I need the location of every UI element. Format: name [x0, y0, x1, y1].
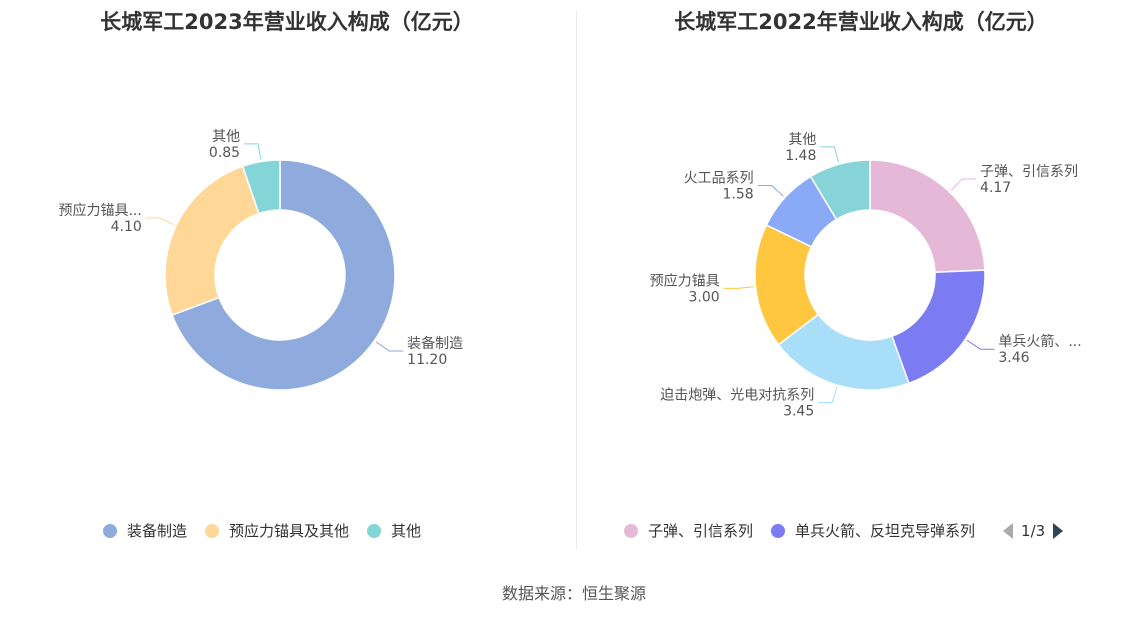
leader-line-1-4 — [757, 184, 784, 197]
slice-label-1-1: 单兵火箭、... — [998, 333, 1081, 350]
legend-label: 其他 — [391, 522, 422, 540]
chart-title-2022: 长城军工2022年营业收入构成（亿元） — [674, 10, 1048, 34]
legend-2023: 装备制造 预应力锚具及其他 其他 — [103, 520, 439, 541]
slice-value-1-3: 3.00 — [689, 289, 720, 305]
slice-value-0-2: 0.85 — [209, 145, 240, 161]
data-source: 数据来源：恒生聚源 — [501, 584, 646, 603]
legend-item-0-2[interactable]: 其他 — [367, 520, 421, 541]
slice-value-0-0: 11.20 — [407, 352, 447, 368]
pager-text: 1/3 — [1021, 521, 1046, 540]
leader-line-1-2 — [818, 387, 838, 404]
legend-dot-icon — [205, 523, 220, 538]
slice-0-1[interactable] — [164, 165, 260, 316]
legend-pager: 1/3 — [1001, 521, 1065, 541]
leader-line-1-3 — [723, 286, 754, 289]
legend-2022: 子弹、引信系列 单兵火箭、反坦克导弹系列 1/3 — [624, 520, 1065, 541]
leader-line-1-0 — [950, 178, 977, 191]
legend-item-1-0[interactable]: 子弹、引信系列 — [624, 520, 753, 541]
next-page-icon[interactable] — [1051, 521, 1065, 541]
slice-value-1-5: 1.48 — [785, 148, 816, 164]
legend-dot-icon — [624, 523, 638, 538]
legend-dot-icon — [103, 523, 117, 538]
chart-title-2023: 长城军工2023年营业收入构成（亿元） — [100, 10, 474, 34]
panel-divider — [576, 10, 577, 550]
slice-value-1-2: 3.45 — [783, 404, 814, 420]
slice-label-1-3: 预应力锚具 — [650, 272, 720, 289]
slice-0-2[interactable] — [241, 159, 281, 215]
legend-label: 单兵火箭、反坦克导弹系列 — [795, 522, 976, 540]
chart-panel-2023: 长城军工2023年营业收入构成（亿元） 装备制造 11.20 预应力锚具... 4.1… — [0, 0, 574, 560]
slice-0-0[interactable] — [171, 159, 396, 391]
leader-line-1-5 — [820, 146, 840, 163]
legend-dot-icon — [367, 523, 382, 538]
slice-1-0[interactable] — [869, 159, 986, 274]
slice-label-1-4: 火工品系列 — [684, 170, 754, 186]
chart-panel-2022: 长城军工2022年营业收入构成（亿元） 子弹、引信系列 4.17 单兵火箭、... 3… — [574, 0, 1148, 560]
slice-label-0-1: 预应力锚具... — [58, 202, 141, 219]
leader-line-0-0 — [375, 341, 404, 352]
slice-value-1-4: 1.58 — [722, 186, 753, 202]
slice-label-1-0: 子弹、引信系列 — [980, 164, 1078, 180]
legend-dot-icon — [771, 523, 786, 538]
legend-label: 装备制造 — [127, 522, 188, 540]
slice-value-1-0: 4.17 — [980, 180, 1011, 196]
legend-item-0-0[interactable]: 装备制造 — [103, 520, 187, 541]
slice-label-1-2: 迫击炮弹、光电对抗系列 — [660, 388, 814, 404]
slice-value-1-1: 3.46 — [998, 350, 1029, 366]
slice-label-0-0: 装备制造 — [407, 335, 463, 352]
slice-label-0-2: 其他 — [212, 129, 240, 145]
leader-line-0-2 — [244, 143, 262, 160]
legend-label: 预应力锚具及其他 — [229, 522, 350, 540]
slice-value-0-1: 4.10 — [111, 219, 142, 235]
slice-1-1[interactable] — [890, 269, 986, 385]
slice-label-1-5: 其他 — [788, 132, 816, 148]
leader-line-0-1 — [145, 217, 175, 226]
legend-item-1-1[interactable]: 单兵火箭、反坦克导弹系列 — [771, 520, 975, 541]
slice-1-5[interactable] — [809, 159, 871, 221]
legend-item-0-1[interactable]: 预应力锚具及其他 — [205, 520, 349, 541]
prev-page-icon[interactable] — [1001, 521, 1015, 541]
leader-line-1-1 — [966, 339, 995, 350]
legend-label: 子弹、引信系列 — [648, 522, 754, 540]
